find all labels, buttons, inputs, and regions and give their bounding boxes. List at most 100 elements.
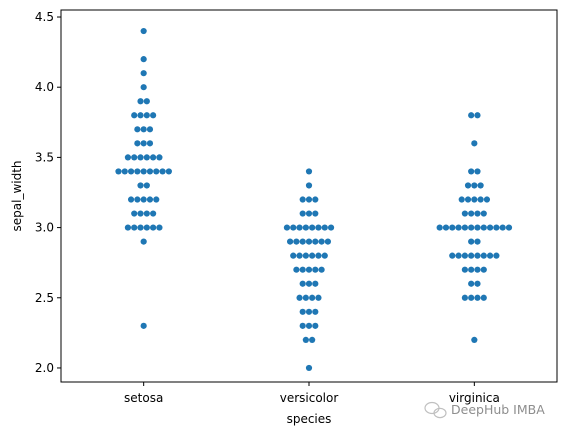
y-axis-label: sepal_width <box>10 160 24 231</box>
y-tick-label: 2.5 <box>35 291 54 305</box>
data-point-virginica <box>474 112 481 119</box>
data-point-virginica <box>474 168 481 175</box>
data-point-virginica <box>471 196 478 203</box>
data-point-versicolor <box>309 294 316 301</box>
data-point-virginica <box>468 280 475 287</box>
data-point-setosa <box>134 140 141 147</box>
data-point-versicolor <box>290 224 297 231</box>
data-point-versicolor <box>302 294 309 301</box>
x-axis: setosa versicolor virginica <box>124 382 500 405</box>
y-tick-label: 3.5 <box>35 150 54 164</box>
data-point-versicolor <box>312 322 319 329</box>
data-point-versicolor <box>324 238 331 245</box>
data-point-versicolor <box>309 224 316 231</box>
x-tick-label-setosa: setosa <box>124 391 163 405</box>
data-point-versicolor <box>318 238 325 245</box>
data-point-versicolor <box>283 224 291 231</box>
data-point-setosa <box>131 224 138 231</box>
data-point-setosa <box>153 168 160 175</box>
data-point-virginica <box>449 252 456 259</box>
data-point-setosa <box>143 210 150 217</box>
data-point-versicolor <box>302 224 309 231</box>
x-tick-label-virginica: virginica <box>449 391 500 405</box>
data-point-virginica <box>480 210 487 217</box>
data-point-setosa <box>137 182 144 189</box>
data-point-versicolor <box>305 182 313 189</box>
watermark: DeepHub IMBA <box>424 401 545 419</box>
data-point-virginica <box>468 112 475 119</box>
data-point-versicolor <box>315 224 322 231</box>
data-point-setosa <box>115 168 122 175</box>
data-point-versicolor <box>315 294 322 301</box>
data-point-setosa <box>156 224 163 231</box>
data-point-versicolor <box>321 224 328 231</box>
data-point-versicolor <box>315 252 322 259</box>
y-axis: 2.0 2.5 3.0 3.5 4.0 4.5 <box>35 10 61 375</box>
data-point-setosa <box>140 140 147 147</box>
data-point-versicolor <box>312 238 319 245</box>
data-point-virginica <box>480 266 487 273</box>
data-point-versicolor <box>305 238 313 245</box>
data-point-setosa <box>140 27 147 35</box>
data-point-virginica <box>480 252 487 259</box>
data-point-versicolor <box>305 266 313 273</box>
data-point-versicolor <box>309 336 316 343</box>
data-point-setosa <box>140 168 147 175</box>
data-point-virginica <box>477 196 484 203</box>
data-point-versicolor <box>318 266 325 273</box>
data-point-versicolor <box>305 322 313 329</box>
data-point-virginica <box>461 294 468 301</box>
data-point-virginica <box>455 252 462 259</box>
data-point-versicolor <box>312 210 319 217</box>
data-point-virginica <box>471 182 478 189</box>
data-point-versicolor <box>299 196 306 203</box>
data-point-virginica <box>468 294 475 301</box>
data-point-virginica <box>480 294 487 301</box>
data-point-versicolor <box>296 294 303 301</box>
data-point-versicolor <box>302 252 309 259</box>
data-point-setosa <box>143 154 150 161</box>
data-point-versicolor <box>309 252 316 259</box>
data-point-virginica <box>468 224 475 231</box>
data-point-versicolor <box>312 280 319 287</box>
data-point-virginica <box>449 224 456 231</box>
data-point-setosa <box>140 322 147 329</box>
watermark-text: DeepHub IMBA <box>451 402 545 417</box>
data-point-virginica <box>486 252 494 259</box>
data-point-setosa <box>150 112 157 119</box>
data-point-virginica <box>464 196 472 203</box>
data-point-setosa <box>137 154 144 161</box>
data-point-setosa <box>127 168 135 175</box>
x-axis-label: species <box>287 412 332 426</box>
data-point-setosa <box>156 154 163 161</box>
data-point-virginica <box>468 266 475 273</box>
data-point-virginica <box>461 252 468 259</box>
data-point-versicolor <box>305 308 313 315</box>
wechat-icon <box>424 401 447 419</box>
data-point-virginica <box>499 224 506 231</box>
data-point-virginica <box>458 196 465 203</box>
data-point-virginica <box>471 140 478 147</box>
data-point-versicolor <box>293 266 300 273</box>
data-point-versicolor <box>327 224 335 231</box>
data-point-versicolor <box>305 210 313 217</box>
data-point-virginica <box>464 182 472 189</box>
data-point-virginica <box>480 224 487 231</box>
data-point-virginica <box>461 266 468 273</box>
data-point-setosa <box>146 168 154 175</box>
data-point-setosa <box>165 168 172 175</box>
data-point-setosa <box>131 210 138 217</box>
y-tick-label: 4.0 <box>35 80 54 94</box>
data-point-setosa <box>137 112 144 119</box>
data-point-setosa <box>153 196 160 203</box>
data-point-versicolor <box>302 336 309 343</box>
data-point-setosa <box>143 224 150 231</box>
data-point-setosa <box>150 210 157 217</box>
data-point-setosa <box>121 168 128 175</box>
data-point-versicolor <box>321 252 328 259</box>
data-point-setosa <box>146 140 154 147</box>
data-point-setosa <box>140 70 147 77</box>
data-point-setosa <box>124 224 132 231</box>
data-point-virginica <box>442 224 450 231</box>
data-point-virginica <box>455 224 462 231</box>
